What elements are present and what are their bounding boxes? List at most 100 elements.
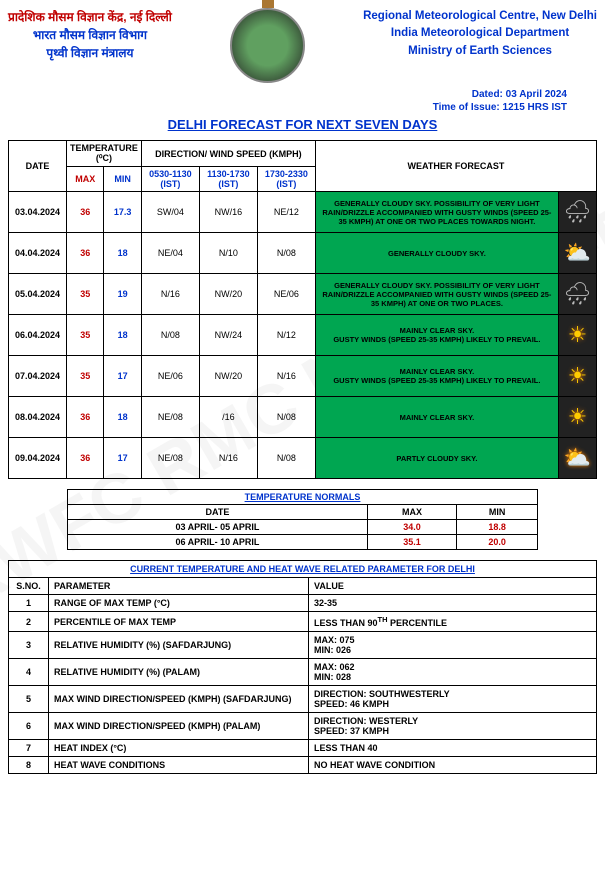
weather-icon: ⛅ [559,438,597,479]
cell-sno: 7 [9,740,49,757]
cell-w3: N/08 [257,233,315,274]
cell-date: 07.04.2024 [9,356,67,397]
cell-w1: N/08 [141,315,199,356]
table-row: 03 APRIL- 05 APRIL34.018.8 [67,520,537,535]
table-row: 7HEAT INDEX (°C)LESS THAN 40 [9,740,597,757]
cell-w2: NW/20 [199,356,257,397]
cell-min: 17 [104,438,141,479]
header-row: प्रादेशिक मौसम विज्ञान केंद्र, नई दिल्ली… [8,8,597,83]
cell-param: RELATIVE HUMIDITY (%) (PALAM) [49,659,309,686]
cell-min: 19 [104,274,141,315]
cell-w2: NW/24 [199,315,257,356]
cell-value: DIRECTION: WESTERLYSPEED: 37 KMPH [309,713,597,740]
table-row: 04.04.20243618NE/04N/10N/08GENERALLY CLO… [9,233,597,274]
cell-date: 09.04.2024 [9,438,67,479]
weather-icon: ⛅ [559,233,597,274]
cell-w3: N/08 [257,438,315,479]
cell-date: 03.04.2024 [9,192,67,233]
table-row: 6MAX WIND DIRECTION/SPEED (KMPH) (PALAM)… [9,713,597,740]
time-issue-label: Time of Issue: 1215 HRS IST [8,102,567,113]
table-row: 3RELATIVE HUMIDITY (%) (SAFDARJUNG)MAX: … [9,632,597,659]
cell-value: LESS THAN 40 [309,740,597,757]
table-row: 5MAX WIND DIRECTION/SPEED (KMPH) (SAFDAR… [9,686,597,713]
cell-value: DIRECTION: SOUTHWESTERLYSPEED: 46 KMPH [309,686,597,713]
cell-value: 32-35 [309,595,597,612]
cell-sno: 1 [9,595,49,612]
params-th-sno: S.NO. [9,578,49,595]
normals-title: TEMPERATURE NORMALS [67,490,537,505]
th-t1: 0530-1130 (IST) [141,167,199,192]
cell-min: 17 [104,356,141,397]
cell-norm-min: 18.8 [457,520,538,535]
eng-line1: Regional Meteorological Centre, New Delh… [363,8,597,25]
cell-w3: NE/12 [257,192,315,233]
th-wind: DIRECTION/ WIND SPEED (KMPH) [141,141,315,167]
th-min: MIN [104,167,141,192]
cell-param: MAX WIND DIRECTION/SPEED (KMPH) (SAFDARJ… [49,686,309,713]
cell-period: 03 APRIL- 05 APRIL [67,520,367,535]
cell-w1: NE/08 [141,397,199,438]
cell-max: 36 [67,397,104,438]
cell-forecast: MAINLY CLEAR SKY. [315,397,558,438]
weather-icon: 🌧 [559,192,597,233]
cell-sno: 6 [9,713,49,740]
cell-max: 35 [67,356,104,397]
table-row: 05.04.20243519N/16NW/20NE/06GENERALLY CL… [9,274,597,315]
cell-value: MAX: 075MIN: 026 [309,632,597,659]
table-row: 03.04.20243617.3SW/04NW/16NE/12GENERALLY… [9,192,597,233]
dated-label: Dated: 03 April 2024 [8,89,567,100]
forecast-table: DATE TEMPERATURE (⁰C) DIRECTION/ WIND SP… [8,140,597,479]
cell-w3: N/12 [257,315,315,356]
hindi-line3: पृथ्वी विज्ञान मंत्रालय [8,44,172,62]
cell-w2: N/10 [199,233,257,274]
cell-period: 06 APRIL- 10 APRIL [67,535,367,550]
cell-max: 36 [67,233,104,274]
cell-max: 36 [67,192,104,233]
cell-param: PERCENTILE OF MAX TEMP [49,612,309,632]
params-th-param: PARAMETER [49,578,309,595]
cell-date: 08.04.2024 [9,397,67,438]
cell-param: RELATIVE HUMIDITY (%) (SAFDARJUNG) [49,632,309,659]
cell-param: MAX WIND DIRECTION/SPEED (KMPH) (PALAM) [49,713,309,740]
table-row: 4RELATIVE HUMIDITY (%) (PALAM)MAX: 062MI… [9,659,597,686]
cell-forecast: GENERALLY CLOUDY SKY. POSSIBILITY OF VER… [315,192,558,233]
main-title: DELHI FORECAST FOR NEXT SEVEN DAYS [8,117,597,132]
cell-value: NO HEAT WAVE CONDITION [309,757,597,774]
cell-min: 17.3 [104,192,141,233]
params-table: CURRENT TEMPERATURE AND HEAT WAVE RELATE… [8,560,597,774]
hindi-line1: प्रादेशिक मौसम विज्ञान केंद्र, नई दिल्ली [8,8,172,26]
th-temp: TEMPERATURE (⁰C) [67,141,142,167]
table-row: 8HEAT WAVE CONDITIONSNO HEAT WAVE CONDIT… [9,757,597,774]
cell-sno: 3 [9,632,49,659]
normals-th-max: MAX [367,505,456,520]
cell-date: 04.04.2024 [9,233,67,274]
cell-param: HEAT WAVE CONDITIONS [49,757,309,774]
hindi-line2: भारत मौसम विज्ञान विभाग [8,26,172,44]
cell-max: 35 [67,315,104,356]
table-row: 07.04.20243517NE/06NW/20N/16MAINLY CLEAR… [9,356,597,397]
cell-w3: N/16 [257,356,315,397]
cell-norm-min: 20.0 [457,535,538,550]
cell-w2: N/16 [199,438,257,479]
cell-value: LESS THAN 90TH PERCENTILE [309,612,597,632]
eng-line2: India Meteorological Department [363,25,597,42]
cell-value: MAX: 062MIN: 028 [309,659,597,686]
cell-w2: /16 [199,397,257,438]
weather-icon: ☀ [559,397,597,438]
cell-w1: N/16 [141,274,199,315]
cell-w2: NW/16 [199,192,257,233]
weather-icon: ☀ [559,315,597,356]
table-row: 08.04.20243618NE/08/16N/08MAINLY CLEAR S… [9,397,597,438]
weather-icon: 🌧 [559,274,597,315]
normals-table: TEMPERATURE NORMALS DATE MAX MIN 03 APRI… [67,489,538,550]
cell-min: 18 [104,315,141,356]
th-t3: 1730-2330 (IST) [257,167,315,192]
normals-th-min: MIN [457,505,538,520]
english-header: Regional Meteorological Centre, New Delh… [363,8,597,60]
cell-param: HEAT INDEX (°C) [49,740,309,757]
cell-w3: NE/06 [257,274,315,315]
cell-sno: 5 [9,686,49,713]
th-max: MAX [67,167,104,192]
cell-w1: NE/06 [141,356,199,397]
table-row: 1RANGE OF MAX TEMP (°C)32-35 [9,595,597,612]
